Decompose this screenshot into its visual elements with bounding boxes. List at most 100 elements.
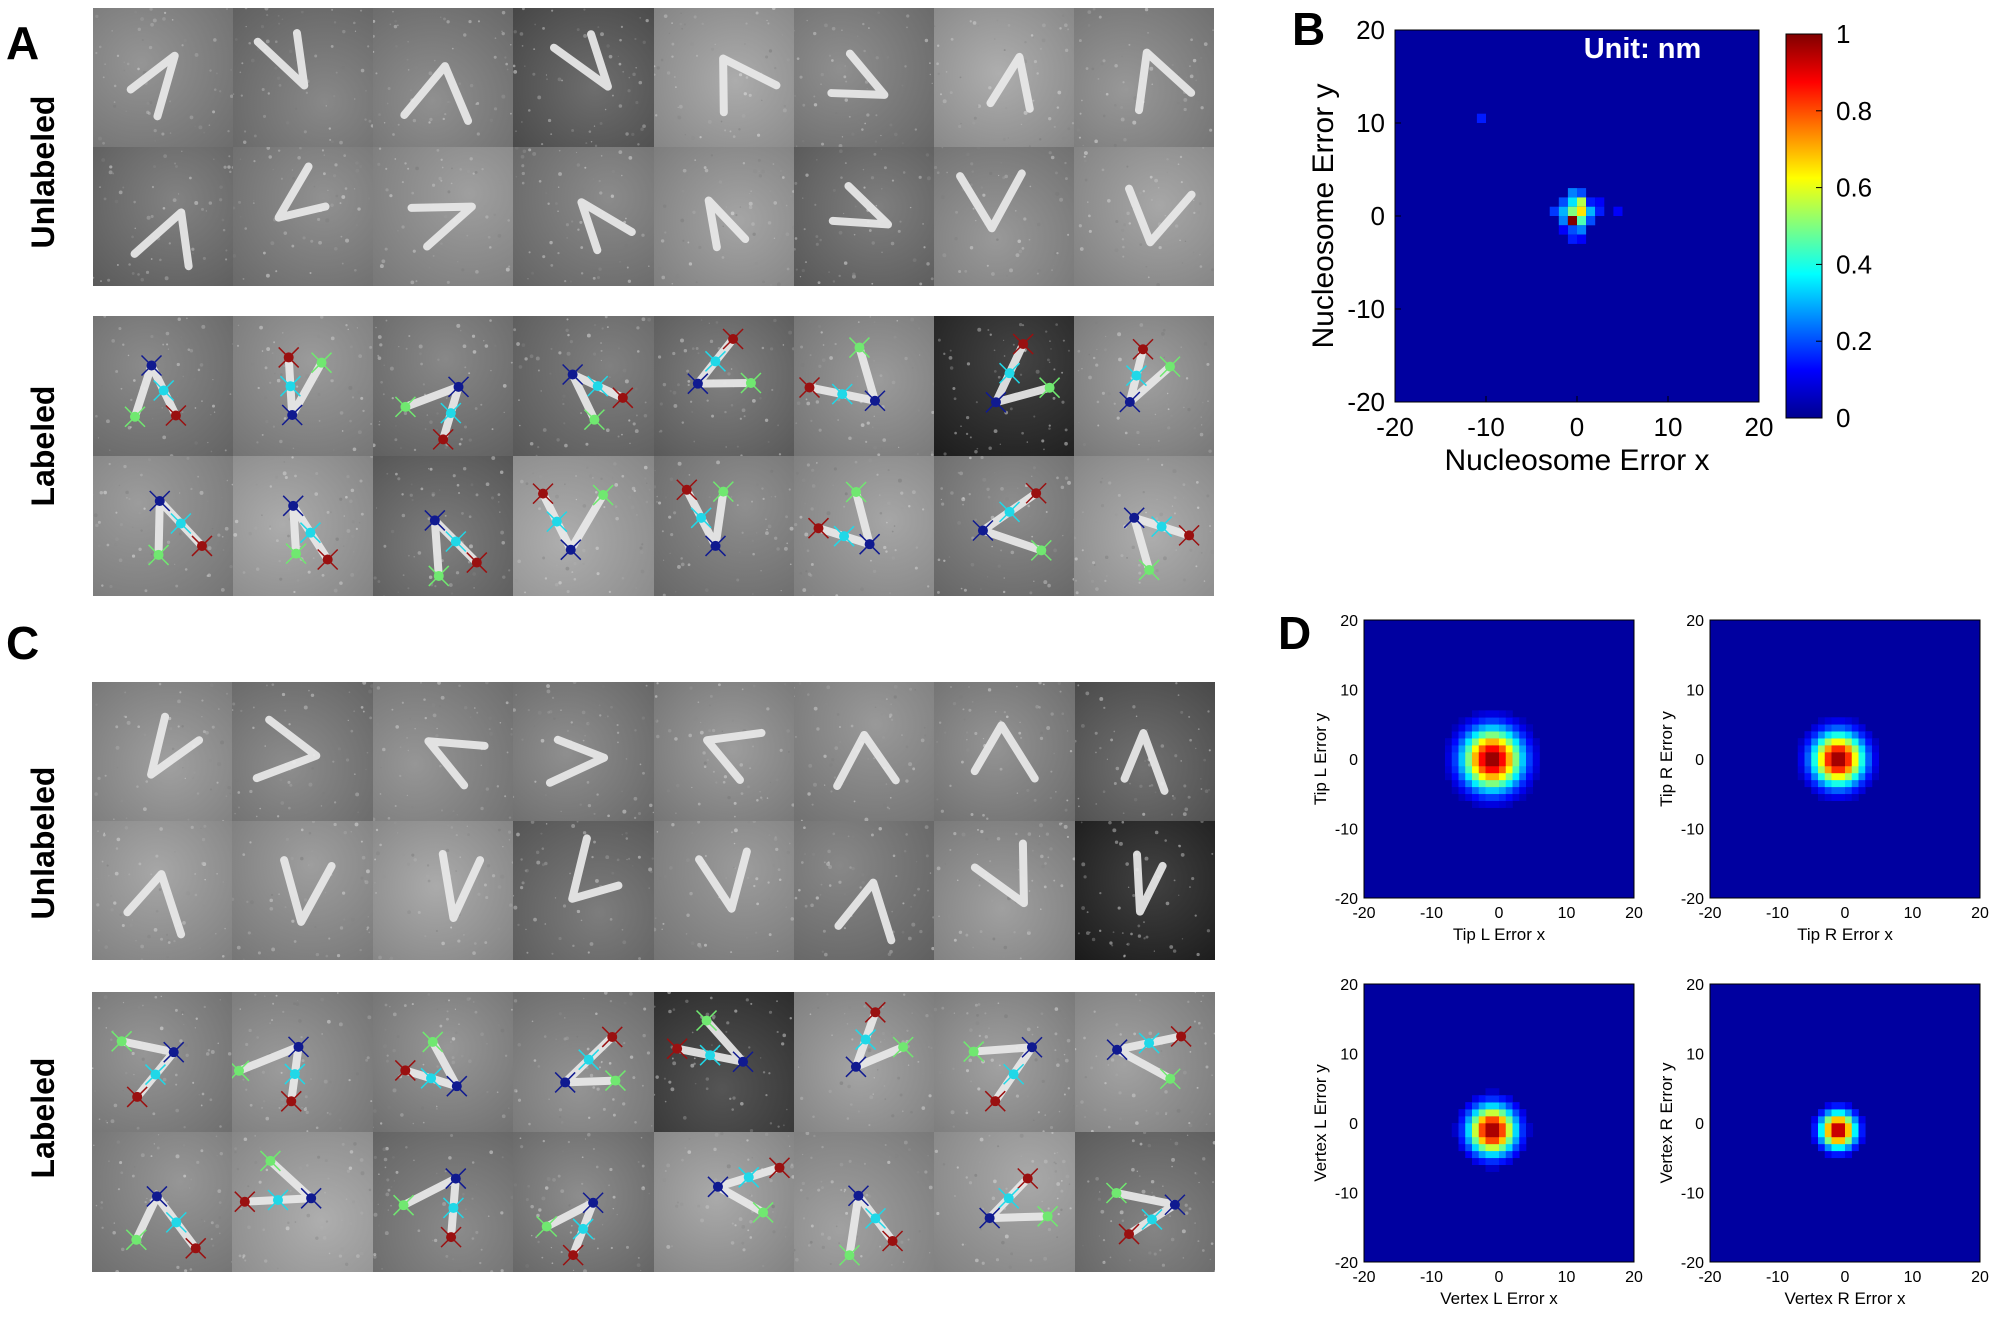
heatmap-cell bbox=[1472, 800, 1480, 808]
x-tick-label: -20 bbox=[1376, 412, 1414, 442]
heatmap-cell bbox=[1458, 1109, 1466, 1117]
heatmap-cell bbox=[1458, 772, 1466, 781]
micrograph-tile bbox=[653, 992, 794, 1132]
micrograph-tile bbox=[513, 456, 654, 596]
y-tick-label: 10 bbox=[1356, 108, 1385, 138]
heatmap-cell bbox=[1831, 1129, 1839, 1138]
heatmap-cell bbox=[1485, 738, 1493, 746]
particle-image bbox=[934, 1002, 1075, 1132]
micrograph-tile bbox=[934, 1132, 1075, 1272]
heatmap-cell bbox=[1797, 772, 1805, 781]
heatmap-cell bbox=[1505, 1116, 1513, 1124]
heatmap-cell bbox=[1499, 1109, 1507, 1117]
heatmap-cell bbox=[1872, 772, 1880, 781]
heatmap-cell bbox=[1451, 738, 1459, 746]
particle-image bbox=[373, 10, 513, 147]
heatmap-cell bbox=[1811, 1116, 1819, 1124]
particle-image bbox=[372, 682, 513, 821]
heatmap-cell bbox=[1478, 779, 1486, 788]
heatmap-cell bbox=[1845, 759, 1853, 767]
heatmap-cell bbox=[1499, 724, 1507, 732]
micrograph-tile bbox=[372, 992, 514, 1132]
heatmap-cell bbox=[1478, 1143, 1486, 1152]
heatmap-cell bbox=[1811, 786, 1819, 795]
heatmap-cell bbox=[1824, 1102, 1832, 1110]
heatmap-cell bbox=[1824, 738, 1832, 746]
heatmap-cell bbox=[1492, 1102, 1500, 1110]
heatmap-cell bbox=[1485, 1102, 1493, 1110]
heatmap-cell bbox=[1838, 731, 1846, 739]
heatmap-cell bbox=[1485, 786, 1493, 795]
heatmap-cell bbox=[1838, 717, 1846, 725]
heatmap-cell bbox=[1492, 1116, 1500, 1124]
heatmap-cell bbox=[1845, 745, 1853, 753]
heatmap-cell bbox=[1519, 759, 1527, 767]
heatmap-cell bbox=[1512, 1143, 1520, 1152]
heatmap-cell bbox=[1831, 772, 1839, 781]
particle-image bbox=[934, 1132, 1072, 1269]
heatmap-cell bbox=[1532, 738, 1540, 746]
heatmap-cell bbox=[1492, 793, 1500, 801]
heatmap-cell bbox=[1865, 765, 1873, 774]
heatmap-cell bbox=[1478, 1116, 1486, 1124]
particle-image bbox=[93, 456, 234, 593]
unit-annotation: Unit: nm bbox=[1584, 33, 1702, 65]
heatmap-cell bbox=[1451, 786, 1459, 795]
micrograph-tile bbox=[653, 147, 794, 286]
heatmap-cell bbox=[1472, 752, 1480, 760]
heatmap-cell bbox=[1845, 779, 1853, 788]
heatmap-cell bbox=[1519, 1129, 1527, 1138]
x-tick-label: 10 bbox=[1654, 412, 1683, 442]
heatmap-cell bbox=[1512, 1109, 1520, 1117]
heatmap-cell bbox=[1505, 1136, 1513, 1145]
heatmap-cell bbox=[1505, 731, 1513, 739]
heatmap-cell bbox=[1838, 1102, 1846, 1110]
heatmap-cell bbox=[1818, 1143, 1826, 1152]
particle-image bbox=[793, 148, 934, 286]
heatmap-cell bbox=[1824, 1150, 1832, 1159]
heatmap-cell bbox=[1858, 772, 1866, 781]
panel-label-b: B bbox=[1292, 3, 1326, 55]
heatmap-cell bbox=[1472, 779, 1480, 788]
micrograph-tile bbox=[232, 1132, 373, 1272]
heatmap-cell bbox=[1851, 724, 1859, 732]
heatmap-cell bbox=[1838, 1136, 1846, 1145]
panel-label-a: A bbox=[6, 17, 40, 69]
particle-image bbox=[793, 11, 933, 147]
heatmap-cell bbox=[1818, 786, 1826, 795]
heatmap-cell bbox=[1451, 1129, 1459, 1138]
heatmap-cell bbox=[1811, 779, 1819, 788]
heatmap-cell bbox=[1485, 779, 1493, 788]
heatmap-cell bbox=[1505, 772, 1513, 781]
heatmap-cell bbox=[1472, 772, 1480, 781]
heatmap-cell bbox=[1472, 1157, 1480, 1165]
heatmap-cell bbox=[1838, 1150, 1846, 1159]
micrograph-tile bbox=[934, 682, 1075, 821]
heatmap-cell bbox=[1485, 793, 1493, 801]
heatmap-cell bbox=[1838, 779, 1846, 788]
x-tick-label: -10 bbox=[1766, 1269, 1789, 1286]
heatmap-cell bbox=[1465, 738, 1473, 746]
heatmap-cell bbox=[1512, 1102, 1520, 1110]
heatmap-cell bbox=[1831, 724, 1839, 732]
particle-image bbox=[93, 150, 234, 283]
heatmap-cell bbox=[1478, 793, 1486, 801]
heatmap-cell bbox=[1818, 779, 1826, 788]
particle-image bbox=[95, 316, 234, 456]
heatmap-cell bbox=[1458, 779, 1466, 788]
heatmap-cell bbox=[1492, 1129, 1500, 1138]
micrograph-tile bbox=[793, 1132, 935, 1272]
heatmap-cell bbox=[1811, 1129, 1819, 1138]
heatmap-cell bbox=[1851, 759, 1859, 767]
heatmap-cell bbox=[1586, 197, 1596, 207]
particle-image bbox=[232, 682, 373, 818]
heatmap-cell bbox=[1851, 738, 1859, 746]
colorbar bbox=[1785, 33, 1823, 419]
heatmap-cell bbox=[1465, 779, 1473, 788]
heatmap-cell bbox=[1845, 1116, 1853, 1124]
heatmap-cell bbox=[1445, 759, 1453, 767]
heatmap-cell bbox=[1831, 1143, 1839, 1152]
heatmap-cell bbox=[1532, 765, 1540, 774]
heatmap-cell bbox=[1472, 793, 1480, 801]
heatmap-cell bbox=[1824, 779, 1832, 788]
